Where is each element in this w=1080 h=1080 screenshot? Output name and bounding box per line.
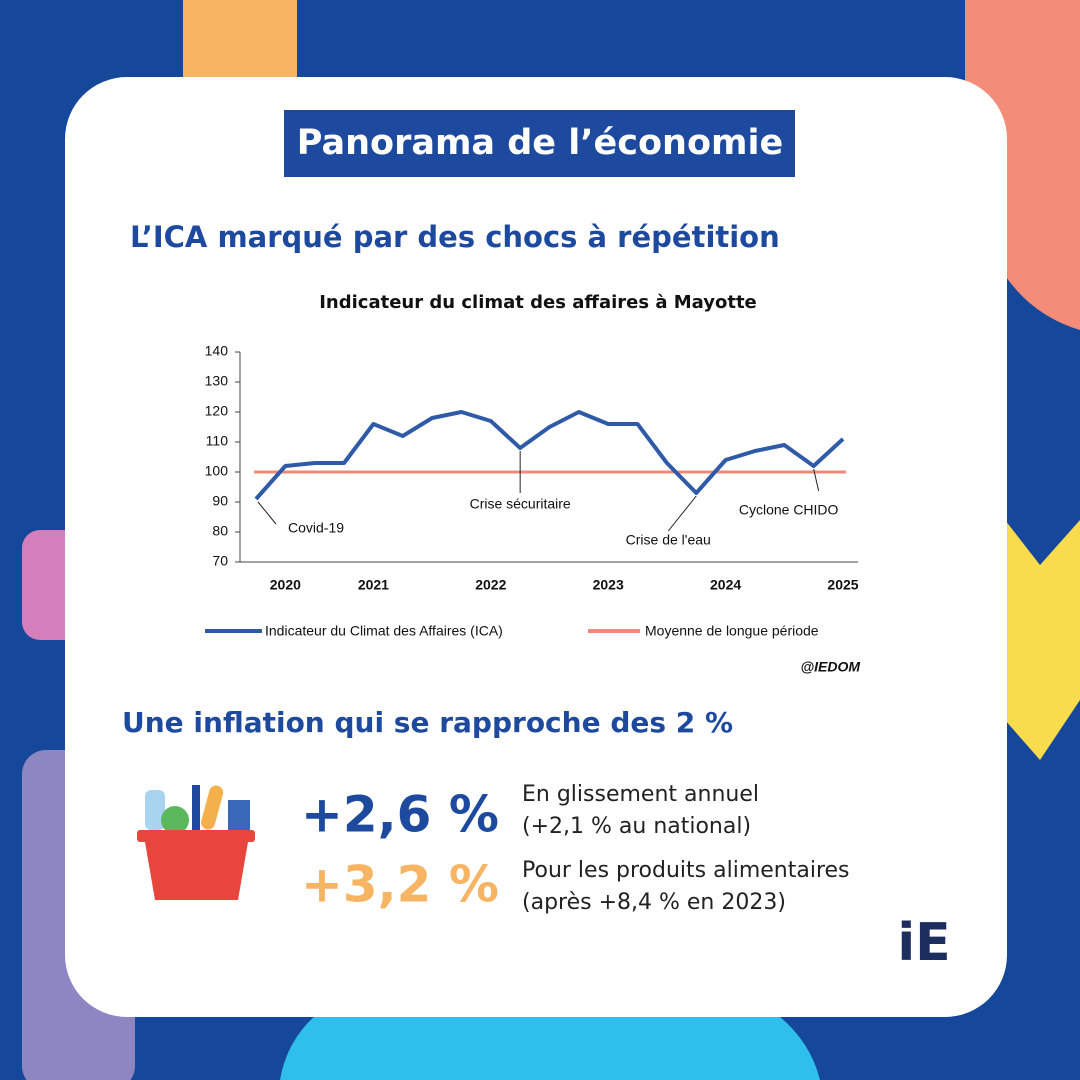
x-tick-label: 2020 (270, 577, 301, 593)
stat-text: (+2,1 % au national) (522, 814, 751, 839)
y-tick-label: 110 (206, 433, 229, 449)
stat-text: Pour les produits alimentaires (522, 858, 850, 883)
title: Panorama de l’économie (297, 123, 783, 163)
annotation-leader (257, 501, 277, 525)
stat-text: En glissement annuel (522, 782, 759, 807)
y-tick-label: 100 (205, 463, 229, 479)
logo: iE (897, 913, 950, 973)
deco (183, 0, 297, 90)
x-tick-label: 2022 (475, 577, 506, 593)
deco (1005, 520, 1080, 760)
annotation-leader (667, 495, 697, 532)
stat-text: (après +8,4 % en 2023) (522, 890, 786, 915)
y-tick-label: 80 (212, 523, 228, 539)
y-tick-label: 90 (212, 493, 228, 509)
y-tick-label: 120 (205, 403, 229, 419)
x-tick-label: 2025 (827, 577, 858, 593)
section-title: Une inflation qui se rapproche des 2 % (122, 706, 733, 739)
stat-value: +2,6 % (301, 786, 499, 844)
ica-line (254, 410, 845, 501)
x-tick-label: 2023 (593, 577, 624, 593)
annotation-leader (813, 468, 820, 492)
annotation: Covid-19 (288, 520, 344, 536)
source: @IEDOM (800, 659, 860, 675)
legend-label: Moyenne de longue période (645, 623, 819, 639)
chart-title: Indicateur du climat des affaires à Mayo… (319, 292, 757, 313)
title-box (284, 110, 795, 177)
legend-label: Indicateur du Climat des Affaires (ICA) (265, 623, 503, 639)
annotation: Crise sécuritaire (470, 496, 571, 512)
annotation: Crise de l'eau (626, 532, 711, 548)
y-tick-label: 140 (205, 343, 229, 359)
x-tick-label: 2024 (710, 577, 741, 593)
annotation: Cyclone CHIDO (739, 502, 839, 518)
stat-value: +3,2 % (301, 856, 499, 914)
card (65, 77, 1007, 1017)
y-tick-label: 130 (205, 373, 229, 389)
basket-icon (137, 785, 255, 900)
section-title: L’ICA marqué par des chocs à répétition (130, 220, 780, 254)
y-tick-label: 70 (212, 553, 228, 569)
x-tick-label: 2021 (358, 577, 389, 593)
